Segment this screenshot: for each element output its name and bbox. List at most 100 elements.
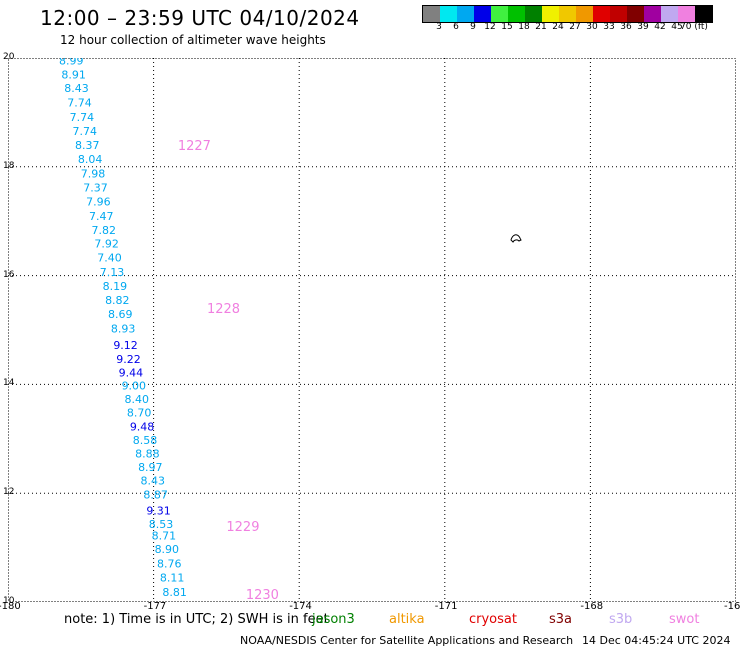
- wave-height-value: 8.93: [111, 322, 135, 335]
- color-swatch: [440, 6, 457, 22]
- y-tick-label: 16: [3, 269, 15, 280]
- color-scale-label: 70 (ft): [680, 22, 708, 32]
- legend-item-cryosat: cryosat: [469, 612, 517, 627]
- wave-height-value: 8.40: [124, 393, 149, 406]
- wave-height-value: 7.37: [83, 181, 108, 194]
- color-scale-label: 3: [436, 22, 442, 32]
- wave-height-value: 8.11: [160, 572, 185, 585]
- color-scale-label: 39: [637, 22, 649, 32]
- wave-height-value: 8.43: [140, 475, 165, 488]
- wave-height-value: 8.82: [105, 294, 130, 307]
- wave-height-value: 7.40: [97, 252, 122, 265]
- wave-height-value: 7.92: [94, 238, 119, 251]
- color-scale-label: 12: [484, 22, 496, 32]
- wave-height-value: 9.12: [113, 339, 138, 352]
- legend-item-s3b: s3b: [609, 612, 633, 627]
- color-swatch: [423, 6, 440, 22]
- legend-item-jason3: jason3: [312, 612, 355, 627]
- color-swatch: [678, 6, 695, 22]
- x-tick-label: -16: [724, 601, 740, 612]
- wave-height-value: 7.74: [73, 125, 98, 138]
- page-title: 12:00 – 23:59 UTC 04/10/2024: [40, 6, 360, 30]
- legend-item-s3a: s3a: [549, 612, 573, 627]
- color-scale-label: 27: [569, 22, 581, 32]
- color-scale-label: 24: [552, 22, 564, 32]
- color-scale-label: 18: [518, 22, 530, 32]
- color-scale-label: 9: [470, 22, 476, 32]
- wave-height-value: 8.97: [138, 461, 163, 474]
- footer-organization: NOAA/NESDIS Center for Satellite Applica…: [240, 634, 574, 647]
- wave-height-value: 8.81: [162, 586, 187, 599]
- wave-height-value: 8.50: [165, 600, 190, 602]
- x-tick-label: -174: [289, 601, 312, 612]
- footer-timestamp: 14 Dec 04:45:24 UTC 2024: [582, 634, 731, 647]
- color-swatch: [661, 6, 678, 22]
- wave-height-value: 7.96: [86, 196, 111, 209]
- wave-height-value: 8.69: [108, 308, 133, 321]
- track-label: 1230: [246, 588, 279, 602]
- wave-height-value: 8.90: [155, 543, 180, 556]
- y-tick-label: 20: [3, 52, 15, 62]
- color-swatch: [576, 6, 593, 22]
- color-scale-label: 33: [603, 22, 615, 32]
- color-swatch: [610, 6, 627, 22]
- wave-height-value: 8.88: [135, 447, 160, 460]
- track-label: 1227: [178, 139, 211, 154]
- satellite-legend: jason3 altika cryosat s3a s3b swot: [312, 612, 732, 628]
- track-label: 1229: [226, 520, 259, 535]
- island-icon: [510, 234, 522, 243]
- x-tick-label: -168: [580, 601, 604, 612]
- color-swatch: [695, 6, 712, 22]
- color-scale-label: 30: [586, 22, 598, 32]
- color-scale-label: 45: [671, 22, 683, 32]
- wave-height-value: 8.99: [59, 58, 84, 68]
- wave-height-value: 9.22: [116, 353, 141, 366]
- color-swatch: [559, 6, 576, 22]
- wave-height-value: 8.76: [157, 557, 182, 570]
- y-tick-label: 10: [3, 596, 15, 606]
- track-label: 1228: [207, 302, 240, 317]
- wave-height-value: 8.87: [143, 488, 168, 501]
- x-tick-label: -180: [0, 601, 21, 612]
- wave-height-value: 8.71: [152, 530, 177, 543]
- color-swatch: [491, 6, 508, 22]
- color-swatch: [457, 6, 474, 22]
- color-swatch: [627, 6, 644, 22]
- wave-height-value: 9.31: [146, 505, 171, 518]
- wave-height-value: 8.53: [149, 518, 174, 531]
- wave-height-value: 8.19: [103, 280, 128, 293]
- x-tick-label: -177: [143, 601, 167, 612]
- color-scale-label: 42: [654, 22, 666, 32]
- color-scale-label: 36: [620, 22, 632, 32]
- wave-height-value: 8.04: [78, 153, 103, 166]
- color-scale-label: 6: [453, 22, 459, 32]
- y-tick-label: 18: [3, 160, 15, 171]
- wave-height-value: 7.98: [81, 167, 106, 180]
- wave-height-value: 8.70: [127, 407, 152, 420]
- x-tick-label: -171: [434, 601, 458, 612]
- wave-height-value: 8.58: [133, 434, 158, 447]
- color-scale-bar: [422, 5, 713, 23]
- wave-height-points: 8.998.918.437.747.747.748.378.047.987.37…: [59, 58, 190, 602]
- wave-height-value: 7.13: [100, 266, 125, 279]
- color-swatch: [525, 6, 542, 22]
- color-scale-labels: 3 6 9 12 15 18 21 24 27 30 33 36 39 42 45 70 (ft): [422, 22, 740, 34]
- wave-height-value: 8.37: [75, 139, 100, 152]
- color-swatch: [508, 6, 525, 22]
- color-swatch: [474, 6, 491, 22]
- wave-height-value: 9.44: [119, 366, 144, 379]
- legend-item-altika: altika: [389, 612, 425, 627]
- wave-height-value: 9.48: [130, 420, 155, 433]
- wave-height-value: 8.91: [61, 68, 86, 81]
- wave-height-value: 9.00: [122, 379, 146, 392]
- wave-height-value: 8.43: [64, 82, 89, 95]
- color-swatch: [542, 6, 559, 22]
- color-scale-label: 15: [501, 22, 513, 32]
- map-frame: [8, 58, 736, 602]
- track-labels: 1227 1228 1229 1230: [178, 139, 279, 602]
- wave-height-value: 7.82: [91, 224, 116, 237]
- note-text: note: 1) Time is in UTC; 2) SWH is in fe…: [64, 612, 329, 627]
- y-tick-label: 14: [3, 378, 15, 389]
- page-subtitle: 12 hour collection of altimeter wave hei…: [60, 33, 326, 47]
